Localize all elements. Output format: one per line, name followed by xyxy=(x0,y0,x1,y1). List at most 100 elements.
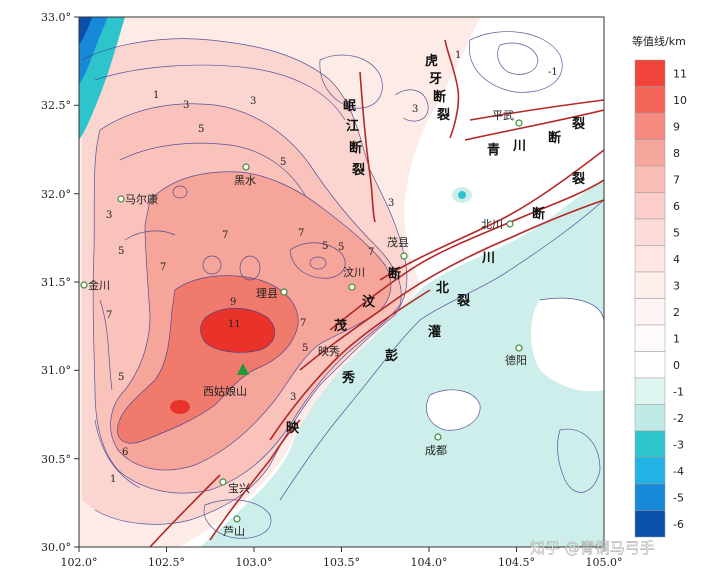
y-tick-label: 31.5° xyxy=(41,276,71,289)
contour-label: 9 xyxy=(230,297,236,308)
legend-label: -1 xyxy=(673,385,684,398)
city-marker xyxy=(515,344,523,352)
contour-label: 5 xyxy=(338,242,344,253)
city-label: 马尔康 xyxy=(125,192,158,206)
city-labels: 马尔康 黑水 金川 理县 汶川 茂县 平武 北川 映秀 德阳 成都 宝兴 芦山 … xyxy=(88,109,527,538)
legend-title: 等值线/km xyxy=(632,34,686,48)
legend-swatch xyxy=(634,165,666,193)
fault-char: 虎 xyxy=(425,53,438,69)
y-tick-label: 30.5° xyxy=(41,453,71,466)
x-tick-label: 103.0° xyxy=(236,556,273,569)
legend-swatch xyxy=(634,218,666,246)
fault-char: 裂 xyxy=(456,293,471,309)
legend-label: 9 xyxy=(673,120,680,133)
legend-swatch xyxy=(634,510,666,538)
legend-label: 1 xyxy=(673,332,680,345)
fault-char: 牙 xyxy=(429,72,442,87)
legend-swatch xyxy=(634,351,666,379)
legend-label: 5 xyxy=(673,226,680,239)
city-marker xyxy=(219,478,227,486)
city-marker xyxy=(117,195,125,203)
contour-label: 7 xyxy=(106,310,112,321)
fault-char: 彭 xyxy=(385,348,398,364)
peak-triangle-icon xyxy=(237,363,249,375)
city-label: 金川 xyxy=(88,278,110,292)
legend-swatch xyxy=(634,377,666,405)
contour-labels: 1 3 3 5 5 5 7 7 7 9 11 5 7 7 5 3 5 6 3 1… xyxy=(106,50,558,485)
city-marker xyxy=(348,283,356,291)
legend-label: 6 xyxy=(673,200,680,213)
fault-char: 裂 xyxy=(571,116,586,132)
x-tick-label: 102.5° xyxy=(148,556,185,569)
contour-label: 3 xyxy=(250,96,256,107)
fault-char: 断 xyxy=(388,266,401,282)
legend-swatch xyxy=(634,139,666,167)
legend-label: 4 xyxy=(673,253,680,266)
city-markers xyxy=(80,119,523,523)
contour-fill-layer xyxy=(79,17,604,547)
legend-label: 10 xyxy=(673,94,687,107)
legend-label: 8 xyxy=(673,147,680,160)
contour-label: 3 xyxy=(106,210,112,221)
city-label: 黑水 xyxy=(234,174,256,187)
contour-label: 11 xyxy=(228,319,241,330)
y-tick-label: 32.5° xyxy=(41,99,71,112)
fault-char: 裂 xyxy=(571,171,586,187)
watermark: 知乎 @青铜马弓手 xyxy=(530,539,655,557)
x-tick-label: 105.0° xyxy=(586,556,623,569)
city-label: 茂县 xyxy=(387,235,409,249)
contour-label: 7 xyxy=(300,318,306,329)
fault-char: 北 xyxy=(436,281,449,296)
legend-label: 3 xyxy=(673,279,680,292)
contour-label: 7 xyxy=(160,262,166,273)
legend-label: 0 xyxy=(673,359,680,372)
fault-char: 映 xyxy=(286,420,300,436)
contour-label: 3 xyxy=(183,100,189,111)
fault-char: 岷 xyxy=(343,99,356,114)
fault-name-labels: 虎 牙 断 裂 岷 江 断 裂 青 川 断 裂 北 川 断 裂 茂 汶 断 裂 … xyxy=(286,53,586,436)
city-marker xyxy=(280,288,288,296)
legend-swatch xyxy=(634,271,666,299)
fault-char: 断 xyxy=(548,130,561,146)
fault-char: 断 xyxy=(349,140,362,156)
y-tick-label: 31.0° xyxy=(41,364,71,377)
contour-label: 3 xyxy=(290,392,296,403)
legend-swatch xyxy=(634,59,666,87)
legend-label: -2 xyxy=(673,412,684,425)
legend-swatch xyxy=(634,430,666,458)
legend-label: 2 xyxy=(673,306,680,319)
legend-swatch xyxy=(634,404,666,432)
contour-label: 5 xyxy=(118,372,124,383)
legend-swatch xyxy=(634,192,666,220)
peak-label: 西姑娘山 xyxy=(203,384,247,398)
city-marker xyxy=(434,433,442,441)
contour-label: 7 xyxy=(368,247,374,258)
city-marker xyxy=(242,163,250,171)
legend-swatch xyxy=(634,298,666,326)
fault-char: 川 xyxy=(512,139,526,154)
city-label: 理县 xyxy=(256,287,278,300)
legend-label: -4 xyxy=(673,465,684,478)
fault-char: 茂 xyxy=(334,318,347,334)
fault-char: 江 xyxy=(346,118,359,134)
city-label: 成都 xyxy=(425,444,447,457)
fault-char: 断 xyxy=(532,206,545,222)
contour-label: 5 xyxy=(302,343,308,354)
city-marker xyxy=(515,119,523,127)
contour-lines xyxy=(81,31,604,539)
legend-swatch xyxy=(634,324,666,352)
fault-char: 汶 xyxy=(362,294,376,310)
legend-swatch xyxy=(634,245,666,273)
city-label: 汶川 xyxy=(343,265,365,279)
contour-label: 6 xyxy=(122,447,128,458)
y-axis: 33.0° 32.5° 32.0° 31.5° 31.0° 30.5° 30.0… xyxy=(41,11,71,554)
city-marker xyxy=(506,220,514,228)
legend-label: 11 xyxy=(673,67,687,80)
legend-label: 7 xyxy=(673,173,680,186)
contour-label: 7 xyxy=(222,230,228,241)
legend-swatch xyxy=(634,112,666,140)
legend-swatch xyxy=(634,457,666,485)
contour-label: 5 xyxy=(280,157,286,168)
